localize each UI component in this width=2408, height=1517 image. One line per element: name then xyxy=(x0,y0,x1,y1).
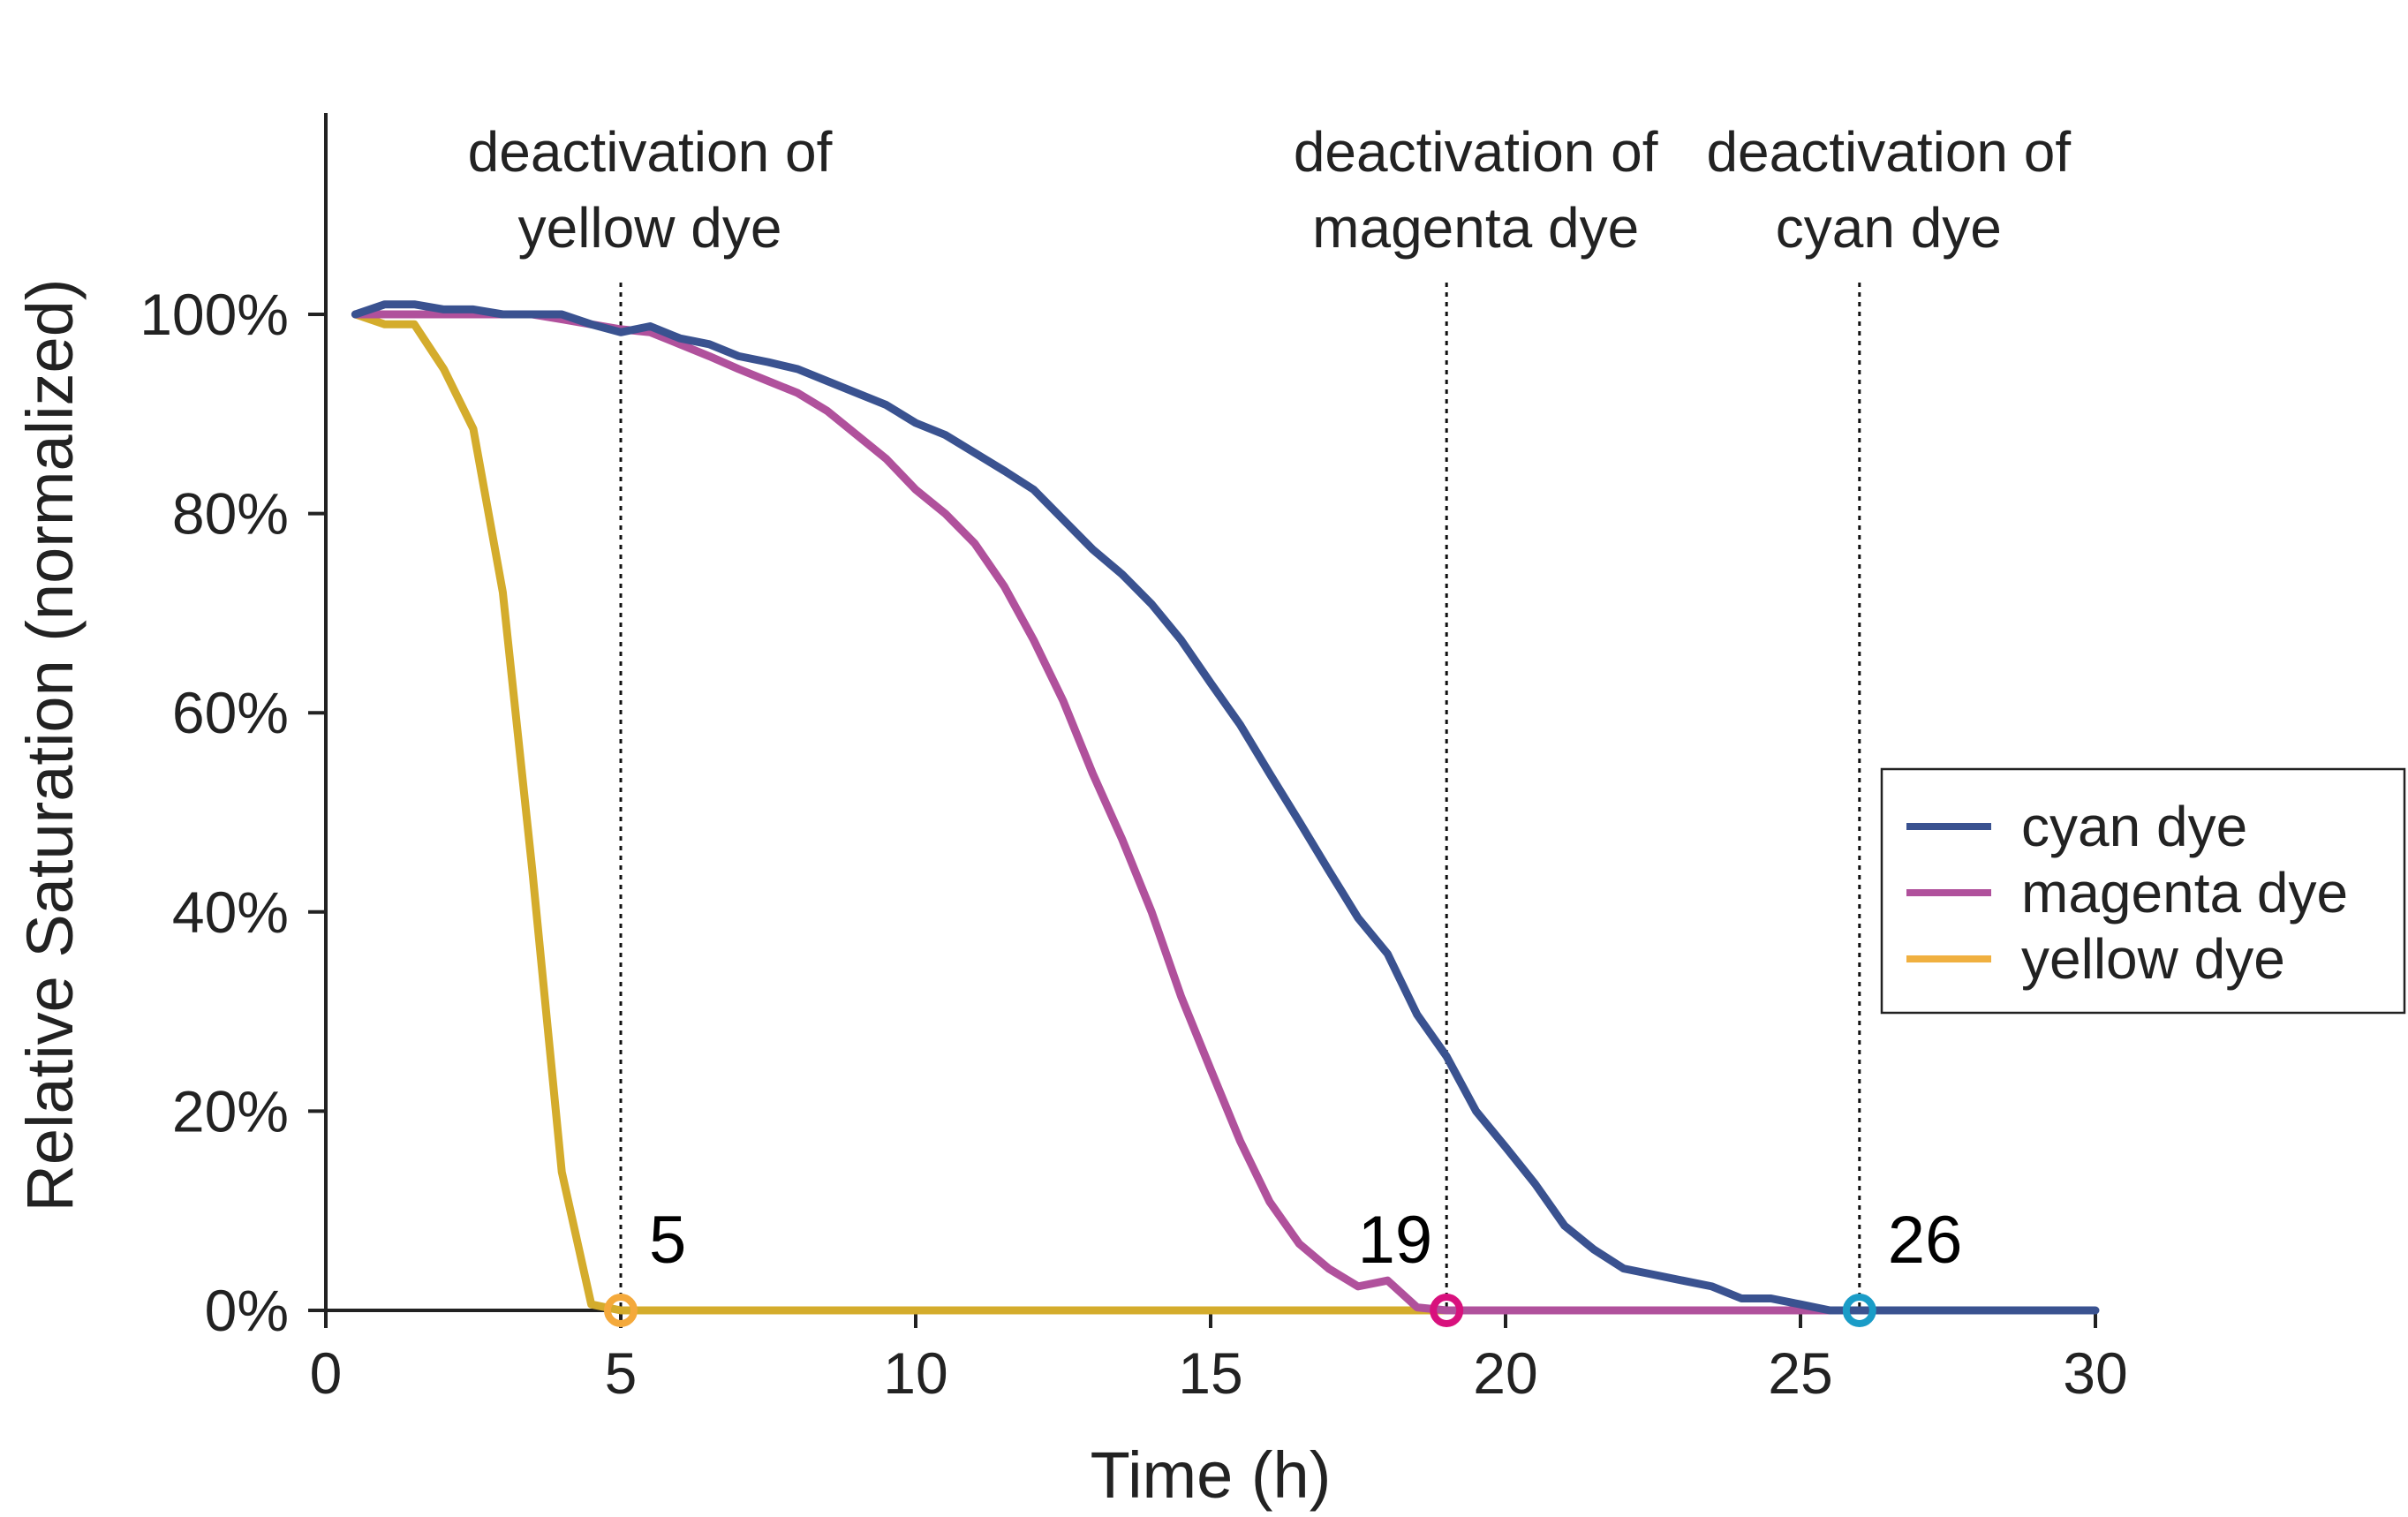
marker-cyan-dye xyxy=(1842,1294,1876,1327)
deactivation-label-line1-26: deactivation of xyxy=(1706,120,2071,184)
x-tick-label-0: 0 xyxy=(310,1340,343,1406)
deactivation-annotations: deactivation of yellow dye 5 deactivation o… xyxy=(468,120,2071,1310)
axes xyxy=(324,113,2095,1312)
deactivation-label-line2-26: cyan dye xyxy=(1776,196,2002,260)
series-lines xyxy=(351,300,2100,1315)
x-tick-label-10: 10 xyxy=(883,1340,947,1406)
axis-ticks: 0 5 10 15 20 25 30 0% 20% 40% 60% 80% 100% xyxy=(140,282,2128,1406)
deactivation-value-5: 5 xyxy=(649,1203,686,1278)
y-tick-label-40: 40% xyxy=(172,879,289,945)
y-tick-label-100: 100% xyxy=(140,282,289,347)
legend-label-magenta-dye: magenta dye xyxy=(2021,861,2348,925)
marker-magenta-dye xyxy=(1430,1294,1464,1327)
deactivation-value-19: 19 xyxy=(1358,1203,1433,1278)
marker-yellow-dye xyxy=(604,1294,638,1327)
y-tick-label-20: 20% xyxy=(172,1078,289,1143)
y-tick-label-80: 80% xyxy=(172,481,289,547)
series-line-cyan-dye xyxy=(351,300,2100,1315)
legend-label-cyan-dye: cyan dye xyxy=(2021,795,2247,858)
x-tick-label-5: 5 xyxy=(605,1340,638,1406)
deactivation-label-line1-5: deactivation of xyxy=(468,120,833,184)
x-axis-title: Time (h) xyxy=(1091,1438,1332,1512)
series-line-magenta-dye xyxy=(351,310,1864,1315)
deactivation-markers xyxy=(604,1294,1876,1327)
deactivation-label-line1-19: deactivation of xyxy=(1294,120,1658,184)
x-tick-label-30: 30 xyxy=(2063,1340,2127,1406)
y-tick-label-0: 0% xyxy=(205,1278,289,1343)
x-tick-label-25: 25 xyxy=(1768,1340,1832,1406)
deactivation-label-line2-5: yellow dye xyxy=(518,196,782,260)
deactivation-label-line2-19: magenta dye xyxy=(1312,196,1639,260)
legend-label-yellow-dye: yellow dye xyxy=(2021,927,2285,991)
series-line-yellow-dye xyxy=(351,310,1451,1315)
deactivation-value-26: 26 xyxy=(1888,1203,1963,1278)
x-tick-label-20: 20 xyxy=(1473,1340,1537,1406)
x-tick-label-15: 15 xyxy=(1178,1340,1242,1406)
y-tick-label-60: 60% xyxy=(172,680,289,745)
y-axis-title: Relative Saturation (normalized) xyxy=(13,278,87,1211)
